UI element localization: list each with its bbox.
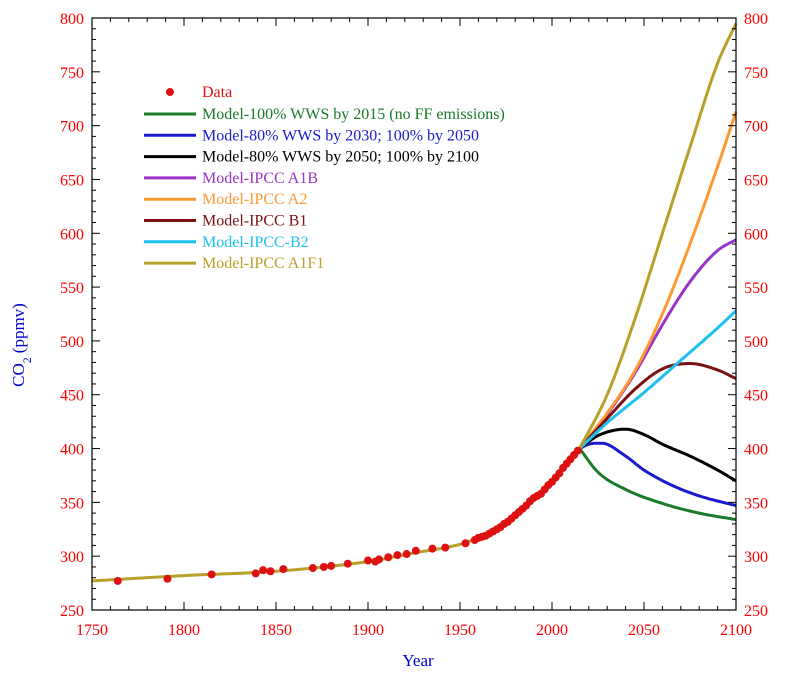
legend-label: Model-100% WWS by 2015 (no FF emissions) xyxy=(202,106,505,123)
series-line-1 xyxy=(578,441,737,508)
series-line-4 xyxy=(578,111,738,450)
y-axis-title: CO2 (ppmv) xyxy=(9,303,34,387)
data-point xyxy=(411,546,420,555)
data-point xyxy=(402,550,411,559)
axes: 1750 1800 1850 1900 1950 2000 2050 2100 250 250 30… xyxy=(60,11,768,639)
legend-label-data: Data xyxy=(202,84,232,101)
y-axis-title-subscript: 2 xyxy=(20,357,34,363)
y-tick-label-right: 800 xyxy=(744,11,768,28)
data-point xyxy=(441,543,450,552)
y-tick-label-left: 300 xyxy=(60,549,84,566)
plot-area xyxy=(91,22,738,585)
data-point xyxy=(266,567,275,576)
legend-label: Model-80% WWS by 2050; 100% by 2100 xyxy=(202,149,479,166)
series-line-5 xyxy=(578,362,737,450)
y-tick-label-left: 500 xyxy=(60,334,84,351)
data-point xyxy=(375,555,384,564)
legend-label: Model-IPCC-B2 xyxy=(202,234,309,251)
y-tick-label-left: 550 xyxy=(60,280,84,297)
data-point xyxy=(259,566,268,575)
y-tick-label-right: 600 xyxy=(744,226,768,243)
data-point xyxy=(428,544,437,553)
data-point xyxy=(113,576,122,585)
series-line-6 xyxy=(578,309,738,450)
y-tick-label-right: 450 xyxy=(744,388,768,405)
y-tick-label-left: 350 xyxy=(60,495,84,512)
y-tick-label-right: 500 xyxy=(744,334,768,351)
data-point xyxy=(461,539,470,548)
legend: Data Model-100% WWS by 2015 (no FF emissi… xyxy=(144,84,505,272)
data-point xyxy=(251,569,260,578)
x-axis-title: Year xyxy=(402,651,434,670)
data-point xyxy=(384,553,393,562)
data-point xyxy=(308,564,317,573)
series-line-2 xyxy=(578,427,737,483)
y-tick-label-right: 700 xyxy=(744,119,768,136)
data-point xyxy=(573,446,582,455)
y-tick-label-left: 250 xyxy=(60,603,84,620)
data-point xyxy=(279,565,288,574)
y-tick-label-left: 800 xyxy=(60,11,84,28)
y-tick-label-left: 400 xyxy=(60,442,84,459)
y-tick-label-right: 400 xyxy=(744,442,768,459)
model-historical-line xyxy=(91,447,581,583)
legend-label: Model-IPCC A1B xyxy=(202,170,318,187)
data-point xyxy=(327,561,336,570)
y-axis-title-main: CO xyxy=(9,363,28,387)
data-point xyxy=(319,562,328,571)
data-point xyxy=(364,556,372,565)
x-tick-label: 2100 xyxy=(720,622,752,639)
y-tick-label-right: 750 xyxy=(744,65,768,82)
y-tick-label-left: 600 xyxy=(60,226,84,243)
y-tick-label-right: 350 xyxy=(744,495,768,512)
x-tick-label: 1850 xyxy=(260,622,292,639)
y-tick-label-right: 250 xyxy=(744,603,768,620)
y-axis-title-unit: (ppmv) xyxy=(9,303,28,353)
x-tick-label: 2000 xyxy=(536,622,568,639)
series-line-7 xyxy=(578,22,738,450)
data-point xyxy=(393,551,402,560)
data-point xyxy=(207,570,216,579)
x-tick-label: 2050 xyxy=(628,622,660,639)
y-tick-label-left: 750 xyxy=(60,65,84,82)
y-tick-label-left: 700 xyxy=(60,119,84,136)
y-tick-label-right: 300 xyxy=(744,549,768,566)
legend-label: Model-IPCC B1 xyxy=(202,213,307,230)
plot-frame xyxy=(91,17,737,611)
legend-label: Model-IPCC A2 xyxy=(202,191,307,208)
legend-label: Model-80% WWS by 2030; 100% by 2050 xyxy=(202,127,479,144)
x-tick-label: 1900 xyxy=(352,622,384,639)
y-tick-label-left: 450 xyxy=(60,388,84,405)
x-tick-label: 1950 xyxy=(444,622,476,639)
data-point xyxy=(163,574,172,583)
legend-marker-data xyxy=(166,88,174,96)
x-tick-label: 1800 xyxy=(168,622,200,639)
y-tick-label-left: 650 xyxy=(60,172,84,189)
series-line-0 xyxy=(578,447,737,522)
legend-label: Model-IPCC A1F1 xyxy=(202,255,324,272)
y-tick-label-right: 650 xyxy=(744,172,768,189)
data-point xyxy=(343,559,352,568)
x-tick-label: 1750 xyxy=(76,622,108,639)
y-tick-label-right: 550 xyxy=(744,280,768,297)
